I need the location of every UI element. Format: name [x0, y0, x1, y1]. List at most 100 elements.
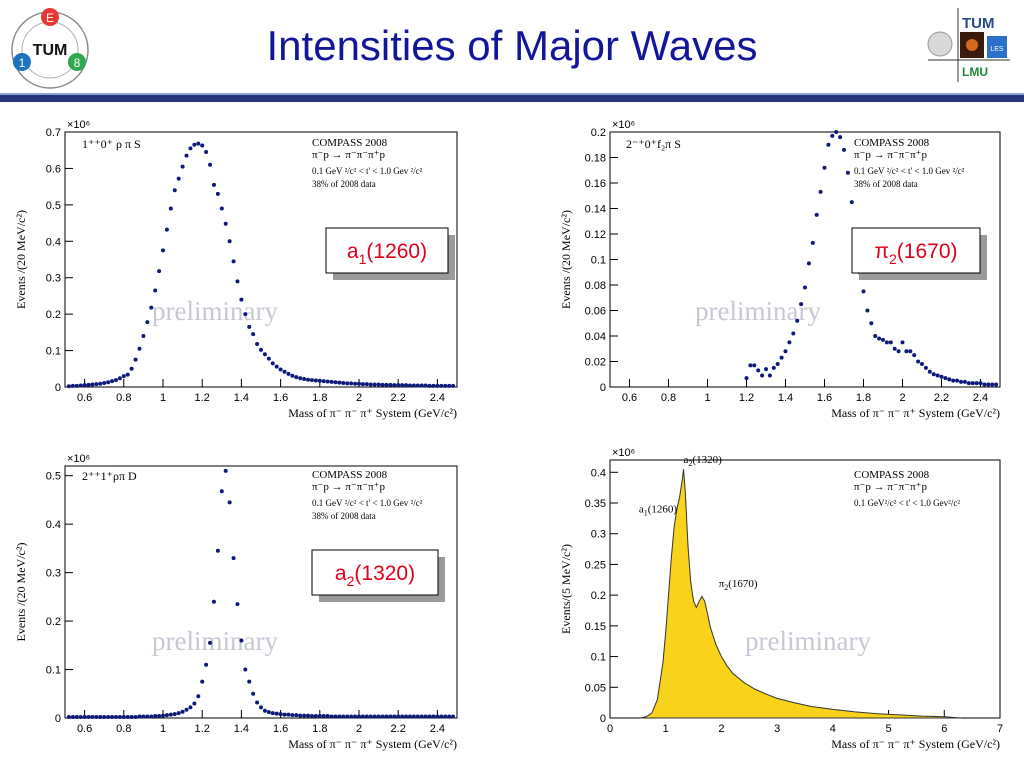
data-point	[157, 269, 162, 274]
data-point	[192, 142, 197, 147]
y-tick-label: 0.02	[585, 357, 606, 369]
data-point	[164, 713, 169, 718]
data-point	[145, 320, 150, 325]
data-point	[920, 362, 924, 367]
y-tick-label: 0.3	[46, 273, 61, 285]
data-point	[916, 359, 921, 364]
data-point	[380, 382, 385, 387]
data-point	[451, 383, 456, 388]
data-point	[845, 170, 850, 175]
data-point	[939, 374, 944, 379]
peak-label-base: π	[719, 578, 725, 590]
data-point	[364, 714, 369, 719]
resonance-label: π2(1670)	[875, 240, 958, 267]
data-point	[349, 714, 354, 719]
info-line: 0.1 GeV ²/c² < t' < 1.0 Gev ²/c²	[312, 498, 423, 508]
x-tick-label: 0.8	[116, 392, 131, 404]
x-tick-label: 0.8	[116, 723, 131, 735]
data-point	[341, 714, 346, 719]
data-point	[431, 383, 436, 388]
data-point	[970, 381, 975, 386]
data-point	[168, 712, 173, 717]
watermark-text: preliminary	[695, 296, 821, 326]
x-tick-label: 2	[899, 392, 905, 404]
data-point	[270, 711, 275, 716]
data-point	[204, 150, 209, 155]
data-point	[129, 366, 134, 371]
data-point	[376, 382, 381, 387]
data-point	[66, 715, 71, 720]
x-tick-label: 0	[607, 723, 613, 735]
right-logo: TUM LES LMU	[927, 8, 1010, 82]
info-line: 38% of 2008 data	[312, 511, 376, 521]
data-point	[329, 714, 334, 719]
peak-label-sub: 2	[724, 583, 728, 592]
data-point	[392, 383, 397, 388]
peak-label: a2(1320)	[684, 454, 723, 468]
y-tick-label: 0.1	[591, 652, 606, 664]
data-point	[274, 711, 279, 716]
logo-dot-e	[41, 8, 59, 26]
data-point	[290, 713, 295, 718]
data-point	[447, 383, 452, 388]
data-point	[368, 382, 373, 387]
info-line: 38% of 2008 data	[854, 179, 918, 189]
data-point	[775, 362, 780, 367]
data-point	[333, 380, 338, 385]
watermark-text: preliminary	[152, 296, 278, 326]
data-point	[388, 714, 393, 719]
info-line: COMPASS 2008	[312, 137, 388, 149]
data-point	[90, 382, 95, 387]
x-tick-label: 1.8	[312, 723, 327, 735]
data-point	[78, 715, 83, 720]
x-tick-label: 1.4	[234, 392, 249, 404]
data-point	[98, 715, 103, 720]
page-title: Intensities of Major Waves	[266, 22, 758, 69]
data-point	[251, 691, 256, 696]
data-point	[215, 191, 220, 196]
data-point	[145, 714, 150, 719]
y-tick-label: 0.25	[585, 559, 606, 571]
x-tick-label: 2	[356, 723, 362, 735]
y-tick-label: 0.2	[46, 616, 61, 628]
y-tick-label: 0.4	[46, 236, 61, 248]
y-exponent-label: ×10⁶	[612, 447, 635, 459]
data-point	[407, 383, 412, 388]
data-point	[943, 376, 948, 381]
logo-dot-8	[68, 53, 86, 71]
y-tick-label: 0.15	[585, 621, 606, 633]
data-point	[927, 369, 932, 374]
data-point	[779, 355, 784, 360]
x-tick-label: 2.2	[391, 392, 406, 404]
x-tick-label: 1.4	[234, 723, 249, 735]
resonance-base: π	[875, 240, 890, 263]
data-point	[251, 332, 256, 337]
data-point	[321, 714, 326, 719]
data-point	[974, 381, 979, 386]
logo-seal	[927, 31, 953, 57]
data-point	[392, 714, 397, 719]
info-line: COMPASS 2008	[312, 469, 388, 481]
data-point	[849, 200, 854, 205]
data-point	[270, 361, 275, 366]
y-tick-label: 0.04	[585, 331, 606, 343]
x-tick-label: 5	[886, 723, 892, 735]
data-point	[141, 334, 146, 338]
resonance-box	[311, 549, 439, 596]
data-point	[423, 383, 428, 388]
data-point	[443, 714, 448, 719]
plot-frame	[64, 131, 458, 388]
data-point	[791, 331, 796, 336]
data-point	[180, 709, 185, 714]
data-point	[243, 667, 248, 672]
data-point	[157, 714, 162, 719]
data-point	[137, 346, 142, 351]
data-point	[896, 349, 901, 354]
data-point	[274, 364, 279, 369]
data-point	[767, 373, 772, 378]
data-point	[423, 714, 428, 719]
data-point	[822, 165, 827, 170]
data-point	[388, 382, 393, 387]
info-line: 0.1 GeV ²/c² < t' < 1.0 Gev ²/c²	[312, 166, 423, 176]
x-tick-label: 2.4	[973, 392, 988, 404]
